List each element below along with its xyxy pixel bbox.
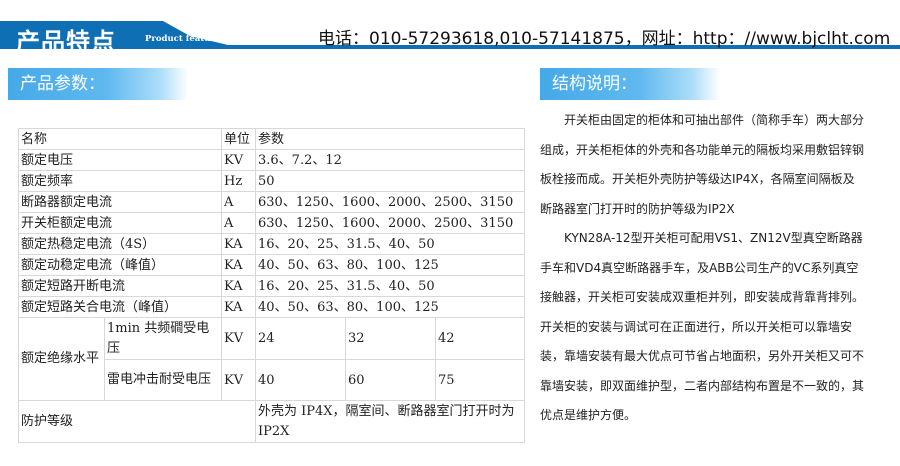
header-unit: 单位 bbox=[221, 128, 256, 150]
insulation-unit: KV bbox=[221, 317, 256, 360]
row-name: 开关柜额定电流 bbox=[18, 212, 222, 234]
row-unit: KA bbox=[221, 254, 256, 276]
insulation-value: 75 bbox=[435, 359, 525, 401]
row-name: 额定电压 bbox=[18, 149, 222, 171]
row-name: 额定热稳定电流（4S） bbox=[18, 233, 222, 255]
description-paragraph: KYN28A-12型开关柜可配用VS1、ZN12V型真空断路器手车和VD4真空断… bbox=[540, 231, 865, 422]
row-value: 630、1250、1600、2000、2500、3150 bbox=[255, 191, 525, 213]
table-row: 额定短路关合电流（峰值） KA 40、50、63、80、100、125 bbox=[18, 296, 525, 318]
row-unit: KA bbox=[221, 296, 256, 318]
table-row: 额定电压 KV 3.6、7.2、12 bbox=[18, 149, 525, 171]
params-table: 名称 单位 参数 额定电压 KV 3.6、7.2、12 额定频率 Hz 50 断路器额定… bbox=[18, 128, 525, 443]
section-title-structure: 结构说明： bbox=[540, 68, 720, 100]
table-row: 断路器额定电流 A 630、1250、1600、2000、2500、3150 bbox=[18, 191, 525, 213]
row-name: 额定动稳定电流（峰值） bbox=[18, 254, 222, 276]
row-name: 额定短路开断电流 bbox=[18, 275, 222, 297]
row-value: 3.6、7.2、12 bbox=[255, 149, 525, 171]
row-unit: KA bbox=[221, 233, 256, 255]
insulation-unit: KV bbox=[221, 359, 256, 401]
insulation-value: 60 bbox=[345, 359, 436, 401]
protection-name: 防护等级 bbox=[18, 400, 256, 443]
table-row: 开关柜额定电流 A 630、1250、1600、2000、2500、3150 bbox=[18, 212, 525, 234]
row-unit: KA bbox=[221, 275, 256, 297]
row-name: 额定短路关合电流（峰值） bbox=[18, 296, 222, 318]
row-name: 断路器额定电流 bbox=[18, 191, 222, 213]
row-unit: A bbox=[221, 212, 256, 234]
table-header-row: 名称 单位 参数 bbox=[18, 128, 525, 150]
header-divider bbox=[0, 45, 900, 49]
protection-value: 外壳为 IP4X，隔室间、断路器室门打开时为IP2X bbox=[255, 400, 525, 443]
page-subtitle: Product features bbox=[145, 34, 226, 44]
row-value: 50 bbox=[255, 170, 525, 192]
header-name: 名称 bbox=[18, 128, 222, 150]
row-unit: KV bbox=[221, 149, 256, 171]
insulation-sub-name: 1min 共频磵受电压 bbox=[104, 317, 222, 360]
row-value: 40、50、63、80、100、125 bbox=[255, 296, 525, 318]
insulation-value: 40 bbox=[255, 359, 346, 401]
row-unit: A bbox=[221, 191, 256, 213]
header-params: 参数 bbox=[255, 128, 525, 150]
table-row: 额定热稳定电流（4S） KA 16、20、25、31.5、40、50 bbox=[18, 233, 525, 255]
table-row-protection: 防护等级 外壳为 IP4X，隔室间、断路器室门打开时为IP2X bbox=[18, 400, 525, 443]
description-paragraph: 开关柜由固定的柜体和可抽出部件（简称手车）两大部分组成，开关柜柜体的外壳和各功能… bbox=[540, 113, 865, 216]
structure-description: 开关柜由固定的柜体和可抽出部件（简称手车）两大部分组成，开关柜柜体的外壳和各功能… bbox=[540, 106, 865, 431]
table-row-insulation: 雷电冲击耐受电压 KV 40 60 75 bbox=[19, 359, 525, 401]
insulation-value: 32 bbox=[345, 317, 436, 360]
table-row-insulation: 额定绝缘水平 1min 共频磵受电压 KV 24 32 42 bbox=[18, 317, 525, 401]
row-value: 40、50、63、80、100、125 bbox=[255, 254, 525, 276]
contact-info: 电话：010-57293618,010-57141875，网址：http：//w… bbox=[318, 29, 891, 49]
insulation-label: 额定绝缘水平 bbox=[18, 317, 105, 401]
row-name: 额定频率 bbox=[18, 170, 222, 192]
table-row: 额定动稳定电流（峰值） KA 40、50、63、80、100、125 bbox=[18, 254, 525, 276]
section-title-params: 产品参数： bbox=[8, 68, 188, 100]
insulation-sub-name: 雷电冲击耐受电压 bbox=[104, 359, 222, 401]
row-value: 630、1250、1600、2000、2500、3150 bbox=[255, 212, 525, 234]
table-row: 额定短路开断电流 KA 16、20、25、31.5、40、50 bbox=[18, 275, 525, 297]
row-unit: Hz bbox=[221, 170, 256, 192]
row-value: 16、20、25、31.5、40、50 bbox=[255, 233, 525, 255]
insulation-value: 24 bbox=[255, 317, 346, 360]
row-value: 16、20、25、31.5、40、50 bbox=[255, 275, 525, 297]
table-row: 额定频率 Hz 50 bbox=[18, 170, 525, 192]
page-title: 产品特点 bbox=[16, 27, 116, 56]
insulation-value: 42 bbox=[435, 317, 525, 360]
